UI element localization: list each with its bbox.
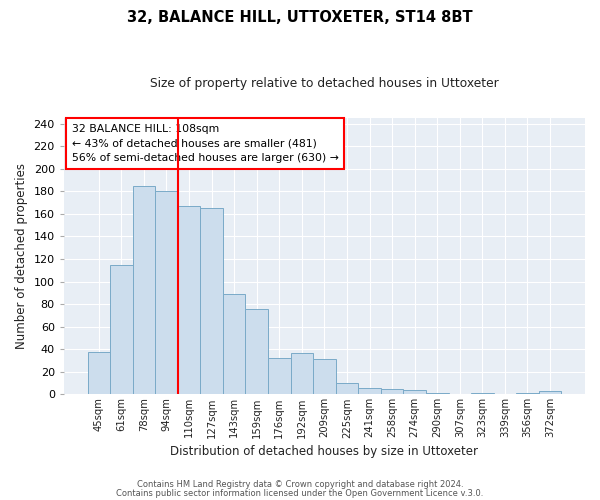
Text: 32 BALANCE HILL: 108sqm
← 43% of detached houses are smaller (481)
56% of semi-d: 32 BALANCE HILL: 108sqm ← 43% of detache… (71, 124, 338, 163)
Bar (268, 358, 290, 394)
Bar (223, 294, 245, 394)
Bar (290, 352, 313, 395)
Bar (381, 389, 403, 394)
Bar (335, 383, 358, 394)
Bar (88, 352, 110, 395)
Text: 32, BALANCE HILL, UTTOXETER, ST14 8BT: 32, BALANCE HILL, UTTOXETER, ST14 8BT (127, 10, 473, 25)
Y-axis label: Number of detached properties: Number of detached properties (15, 163, 28, 349)
Bar (133, 186, 155, 394)
X-axis label: Distribution of detached houses by size in Uttoxeter: Distribution of detached houses by size … (170, 444, 478, 458)
Bar (403, 390, 426, 394)
Bar (110, 264, 133, 394)
Bar (313, 360, 335, 394)
Text: Contains HM Land Registry data © Crown copyright and database right 2024.: Contains HM Land Registry data © Crown c… (137, 480, 463, 489)
Text: Contains public sector information licensed under the Open Government Licence v.: Contains public sector information licen… (116, 490, 484, 498)
Bar (358, 388, 381, 394)
Bar (200, 208, 223, 394)
Bar (539, 391, 562, 394)
Bar (245, 308, 268, 394)
Bar (178, 206, 200, 394)
Title: Size of property relative to detached houses in Uttoxeter: Size of property relative to detached ho… (150, 78, 499, 90)
Bar (155, 192, 178, 394)
